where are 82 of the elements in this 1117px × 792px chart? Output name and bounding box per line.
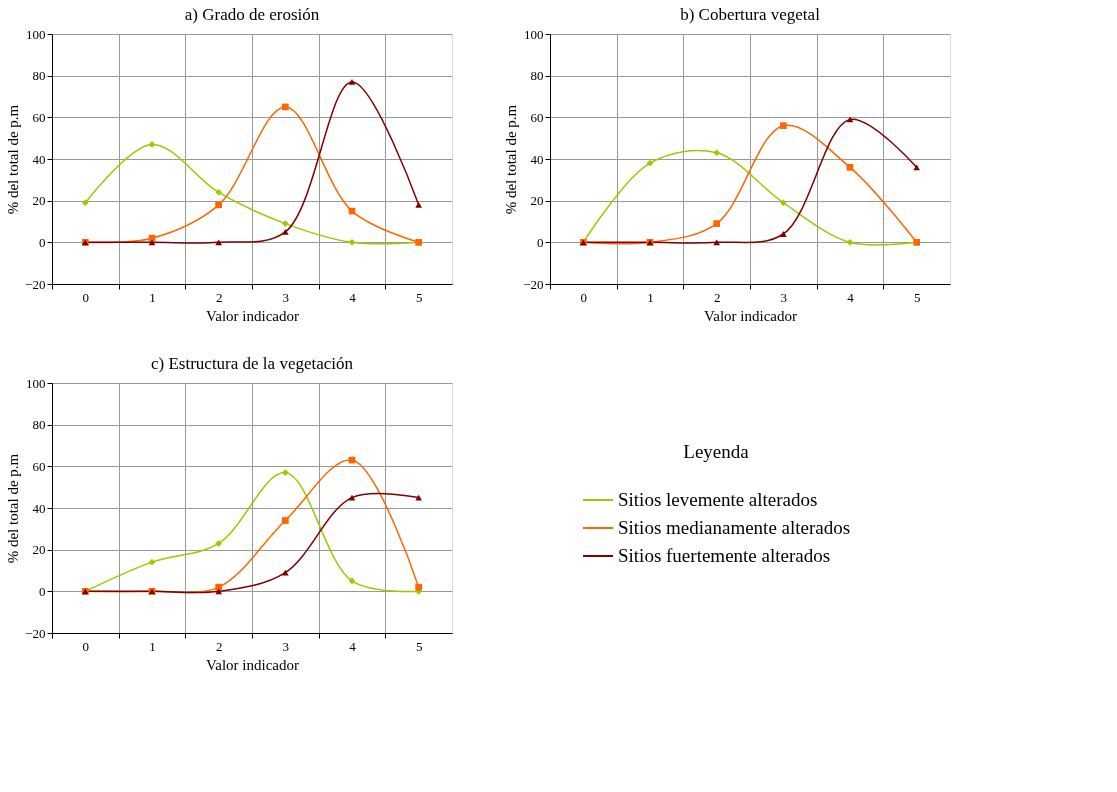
chart-title: c) Estructura de la vegetación (150, 354, 354, 373)
y-tick-label: 80 (32, 68, 46, 84)
point (148, 558, 156, 566)
point (779, 199, 787, 207)
point (713, 149, 721, 157)
x-tick-label: 0 (82, 638, 90, 654)
point (215, 540, 223, 547)
point (779, 122, 787, 130)
point (281, 469, 289, 476)
y-tick-label: 80 (32, 417, 46, 433)
x-axis-title: Valor indicador (206, 307, 299, 324)
x-tick-label: 3 (282, 289, 290, 305)
point (713, 239, 721, 246)
y-tick-label: 20 (32, 542, 46, 558)
y-tick-label: 40 (32, 500, 46, 516)
y-tick-label: 100 (524, 26, 544, 42)
point (415, 583, 423, 591)
point (713, 220, 721, 227)
legend-label: Sitios levemente alterados (618, 489, 818, 510)
x-tick-label: 2 (215, 638, 223, 654)
x-tick-label: 2 (713, 289, 721, 305)
legend-label: Sitios fuertemente alterados (618, 545, 831, 566)
point (215, 588, 223, 595)
y-tick-label: 20 (530, 193, 544, 209)
y-axis-title: % del total de p.m (5, 104, 22, 215)
x-tick-label: 2 (215, 289, 223, 305)
y-tick-label: 100 (26, 26, 46, 42)
y-axis-title: % del total de p.m (503, 104, 520, 215)
x-tick-label: 3 (282, 638, 290, 654)
y-tick-label: −20 (25, 276, 46, 292)
point (846, 163, 854, 171)
point (846, 116, 854, 123)
x-tick-label: 0 (82, 289, 90, 305)
y-tick-label: −20 (523, 276, 544, 292)
chart-title: b) Cobertura vegetal (680, 5, 821, 24)
y-tick-label: 0 (39, 234, 46, 250)
y-tick-label: 60 (32, 458, 46, 474)
point (281, 229, 289, 235)
point (348, 577, 356, 585)
point (846, 238, 854, 246)
point (148, 239, 156, 246)
point (215, 583, 223, 591)
y-tick-label: 60 (530, 109, 544, 125)
point (348, 238, 356, 246)
point (281, 103, 289, 111)
legend-label: Sitios medianamente alterados (618, 517, 851, 538)
x-tick-label: 4 (349, 638, 357, 654)
point (215, 188, 223, 196)
x-axis-title: Valor indicador (206, 656, 299, 673)
point (415, 201, 423, 208)
x-tick-label: 3 (780, 289, 788, 305)
y-tick-label: 60 (32, 109, 46, 125)
y-tick-label: 0 (537, 234, 544, 250)
point (281, 220, 289, 227)
point (215, 239, 223, 246)
y-tick-label: 40 (32, 151, 46, 167)
point (779, 231, 787, 237)
x-tick-label: 5 (913, 289, 921, 305)
point (215, 201, 223, 209)
legend-title: Leyenda (683, 441, 750, 462)
x-tick-label: 5 (415, 638, 423, 654)
x-tick-label: 0 (580, 289, 588, 305)
chart-title: a) Grado de erosión (184, 5, 320, 24)
x-tick-label: 1 (647, 289, 654, 305)
x-tick-label: 1 (149, 638, 156, 654)
y-axis-title: % del total de p.m (5, 453, 22, 564)
point (646, 159, 654, 167)
x-axis-title: Valor indicador (704, 307, 797, 324)
x-tick-label: 5 (415, 289, 423, 305)
x-tick-label: 1 (149, 289, 156, 305)
y-tick-label: 40 (530, 151, 544, 167)
point (348, 79, 356, 85)
point (281, 517, 289, 524)
y-tick-label: 80 (530, 68, 544, 84)
y-tick-label: 0 (39, 583, 46, 599)
y-tick-label: −20 (25, 625, 46, 641)
y-tick-label: 100 (26, 375, 46, 391)
y-tick-label: 20 (32, 193, 46, 209)
x-tick-label: 4 (847, 289, 855, 305)
point (81, 199, 89, 207)
x-tick-label: 4 (349, 289, 357, 305)
point (913, 164, 921, 171)
